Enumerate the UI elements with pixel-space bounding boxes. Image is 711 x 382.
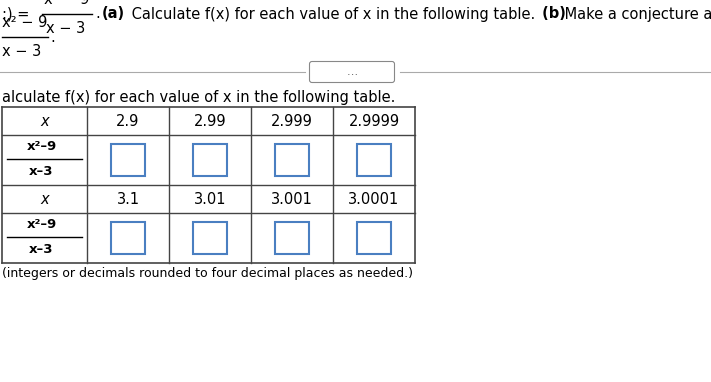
- FancyBboxPatch shape: [193, 144, 227, 176]
- FancyBboxPatch shape: [111, 222, 145, 254]
- Text: 2.9999: 2.9999: [348, 113, 400, 128]
- Text: x² − 9: x² − 9: [44, 0, 90, 7]
- Text: x²–9: x²–9: [26, 140, 57, 153]
- Text: x²–9: x²–9: [26, 218, 57, 231]
- Text: (a): (a): [102, 6, 125, 21]
- Text: x: x: [41, 113, 49, 128]
- FancyBboxPatch shape: [111, 144, 145, 176]
- Text: x² − 9: x² − 9: [2, 15, 48, 30]
- FancyBboxPatch shape: [309, 62, 395, 83]
- Text: alculate f(x) for each value of x in the following table.: alculate f(x) for each value of x in the…: [2, 90, 395, 105]
- Text: Make a conjecture ab: Make a conjecture ab: [560, 6, 711, 21]
- Text: Calculate f(x) for each value of x in the following table.: Calculate f(x) for each value of x in th…: [127, 6, 535, 21]
- Text: x − 3: x − 3: [46, 21, 85, 36]
- Text: x–3: x–3: [29, 165, 54, 178]
- Text: 3.001: 3.001: [271, 191, 313, 207]
- FancyBboxPatch shape: [357, 222, 391, 254]
- Text: x–3: x–3: [29, 243, 54, 256]
- Text: 3.1: 3.1: [117, 191, 139, 207]
- FancyBboxPatch shape: [357, 144, 391, 176]
- Text: …: …: [346, 67, 358, 77]
- Text: x − 3: x − 3: [2, 44, 41, 59]
- Text: 2.99: 2.99: [193, 113, 226, 128]
- Text: .: .: [95, 6, 100, 21]
- Text: 3.0001: 3.0001: [348, 191, 400, 207]
- Text: x: x: [41, 191, 49, 207]
- Text: .: .: [50, 29, 55, 44]
- Text: 2.999: 2.999: [271, 113, 313, 128]
- Text: 3.01: 3.01: [194, 191, 226, 207]
- Text: :) =: :) =: [2, 6, 29, 21]
- Text: (b): (b): [537, 6, 566, 21]
- Text: 2.9: 2.9: [117, 113, 139, 128]
- FancyBboxPatch shape: [275, 144, 309, 176]
- FancyBboxPatch shape: [193, 222, 227, 254]
- FancyBboxPatch shape: [275, 222, 309, 254]
- Text: (integers or decimals rounded to four decimal places as needed.): (integers or decimals rounded to four de…: [2, 267, 413, 280]
